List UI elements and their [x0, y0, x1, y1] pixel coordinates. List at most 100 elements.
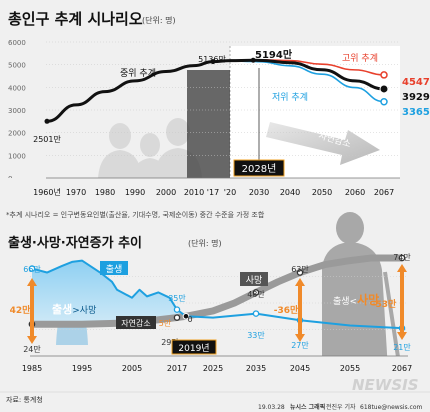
label-death-end: 74만 — [393, 253, 411, 262]
chart2-x-tick-label: 2017 — [167, 364, 187, 373]
compare-death-word: 사망 — [357, 292, 379, 307]
gap-arrow-start — [27, 278, 37, 344]
chart1-x-tick-label: 1980 — [95, 188, 115, 197]
chart2-x-tick-label: 1985 — [22, 364, 42, 373]
label-cross: 0 — [187, 315, 192, 324]
series-name-low: 저위 추계 — [272, 91, 308, 103]
births-marker — [173, 306, 181, 313]
chart2-x-tick-label: 2005 — [122, 364, 142, 373]
cross-year-box — [171, 339, 217, 355]
chart1-x-tick-label: '20 — [224, 188, 236, 197]
highlight-band — [187, 70, 230, 178]
projection-background — [230, 46, 400, 178]
deaths-tag: 사망 — [246, 275, 263, 286]
label-birth-2017: 35만 — [168, 294, 186, 303]
chart1-title: 총인구 추계 시나리오 — [8, 10, 143, 28]
footer-org: 뉴시스 그래픽 — [290, 403, 325, 411]
label-death-2045: 63만 — [291, 265, 309, 274]
deaths-tag-box — [240, 272, 268, 286]
chart2-x-tick-label: 2045 — [290, 364, 310, 373]
cross-marker — [182, 312, 190, 320]
gap-arrow-2045 — [295, 278, 305, 342]
chart1-grid — [46, 41, 400, 156]
chart1-y-tick-label: 1000 — [8, 152, 26, 160]
chart2-x-tick-label: 1995 — [72, 364, 92, 373]
births-marker — [28, 265, 36, 272]
chart1-unit: (단위: 명) — [142, 15, 176, 25]
chart1-y-tick-label: 4000 — [8, 84, 26, 92]
cross-year-label: 2019년 — [178, 343, 209, 354]
marker-high-end — [380, 71, 388, 79]
footer-name: 전진우 기자 — [326, 403, 356, 411]
label-birth-end: 21만 — [393, 343, 411, 352]
chart1-x-tick-label: 1990 — [125, 188, 145, 197]
marker-peak — [250, 57, 256, 63]
chart2-x-tick-label: 2055 — [340, 364, 360, 373]
chart1-x-tick-label: 2060 — [345, 188, 365, 197]
label-birth-2045: 27만 — [291, 341, 309, 350]
chart2-title: 출생·사망·자연증가 추이 — [8, 235, 142, 251]
compare-gt-word: >사망 — [72, 305, 96, 316]
chart1-y-ticks: 0100020003000400050006000 — [8, 39, 26, 183]
chart1-x-tick-label: 2000 — [156, 188, 176, 197]
label-high-end: 4547만 — [402, 75, 430, 88]
gap-arrow-end — [397, 264, 407, 340]
chart1-y-tick-label: 6000 — [8, 39, 26, 47]
label-gap-end: -53만 — [372, 298, 397, 310]
chart1-x-axis-band — [0, 178, 430, 202]
chart1-x-tick-label: 2030 — [249, 188, 269, 197]
label-gap-start: 42만 — [10, 304, 32, 316]
chart2-x-tick-label: 2067 — [392, 364, 412, 373]
births-marker — [252, 310, 260, 317]
chart1-y-tick-label: 2000 — [8, 130, 26, 138]
chart-births-deaths: 출생·사망·자연증가 추이 (단위: 명) 1985 1995 2005 2017 20… — [0, 212, 430, 376]
deaths-marker — [398, 254, 406, 262]
elderly-silhouette — [322, 212, 402, 371]
deaths-marker — [252, 289, 260, 296]
births-line — [31, 259, 403, 330]
natural-label-box — [116, 316, 156, 329]
label-peak: 5194만 — [255, 48, 293, 61]
compare-death-birth: 출생<사망 — [333, 292, 379, 307]
chart2-x-axis-band — [0, 356, 430, 376]
chart2-x-tick-label: 2035 — [246, 364, 266, 373]
series-name-high: 고위 추계 — [342, 52, 378, 64]
chart1-x-tick-label: '17 — [207, 188, 219, 197]
label-natural-2017: 5만 — [159, 319, 172, 328]
footer-mail: 618tue@newsis.com — [360, 404, 422, 411]
label-start: 2501만 — [33, 135, 61, 144]
peak-year-label: 2028년 — [242, 163, 277, 175]
births-tag-box — [100, 261, 128, 275]
chart2-x-ticks: 1985 1995 2005 2017 2025 2035 2045 2055 2067 — [22, 364, 412, 373]
compare-birth-death: 출생>사망 — [52, 302, 96, 316]
compare-birth-word: 출생 — [52, 302, 72, 316]
label-2017: 5136만 — [198, 55, 226, 64]
chart-total-population: 총인구 추계 시나리오 (단위: 명) 자연감소 010002000300040… — [0, 10, 430, 219]
chart1-x-tick-label: 2040 — [280, 188, 300, 197]
chart2-x-tick-label: 2025 — [203, 364, 223, 373]
family-silhouette — [98, 118, 202, 178]
chart1-y-tick-label: 3000 — [8, 107, 26, 115]
label-death-2035: 48만 — [247, 290, 265, 299]
series-line-mid — [45, 58, 386, 123]
series-name-mid: 중위 추계 — [120, 67, 156, 79]
chart1-x-tick-label: 2010 — [184, 188, 204, 197]
label-birth-2035: 33만 — [247, 331, 265, 340]
chart1-y-tick-label: 5000 — [8, 62, 26, 70]
natural-label: 자연감소 — [121, 318, 150, 328]
marker-mid-end — [379, 84, 389, 94]
chart1-x-tick-label: 2067 — [374, 188, 394, 197]
chart1-x-tick-label: 2050 — [312, 188, 332, 197]
chart2-unit: (단위: 명) — [188, 238, 222, 248]
chart1-x-tick-label: 1960년 — [33, 187, 61, 197]
births-tag: 출생 — [106, 264, 123, 275]
footer-source: 자료: 통계청 — [6, 395, 43, 404]
chart1-markers — [44, 57, 389, 124]
peak-year-box — [233, 159, 285, 177]
footer-date: 19.03.28 — [258, 404, 285, 411]
chart1-footnote: *추계 시나리오 = 인구변동요인별(출산율, 기대수명, 국제순이동) 중간 … — [6, 210, 265, 219]
label-gap-2045: -36만 — [274, 304, 299, 316]
births-area — [32, 260, 186, 325]
label-death-start: 24만 — [23, 345, 41, 354]
